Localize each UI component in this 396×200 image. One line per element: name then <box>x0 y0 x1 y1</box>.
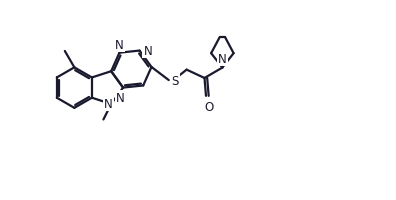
Text: N: N <box>104 97 112 110</box>
Text: N: N <box>143 45 152 58</box>
Text: N: N <box>116 92 125 105</box>
Text: O: O <box>204 101 213 113</box>
Text: N: N <box>115 38 124 51</box>
Text: S: S <box>171 74 179 87</box>
Text: N: N <box>218 53 227 66</box>
